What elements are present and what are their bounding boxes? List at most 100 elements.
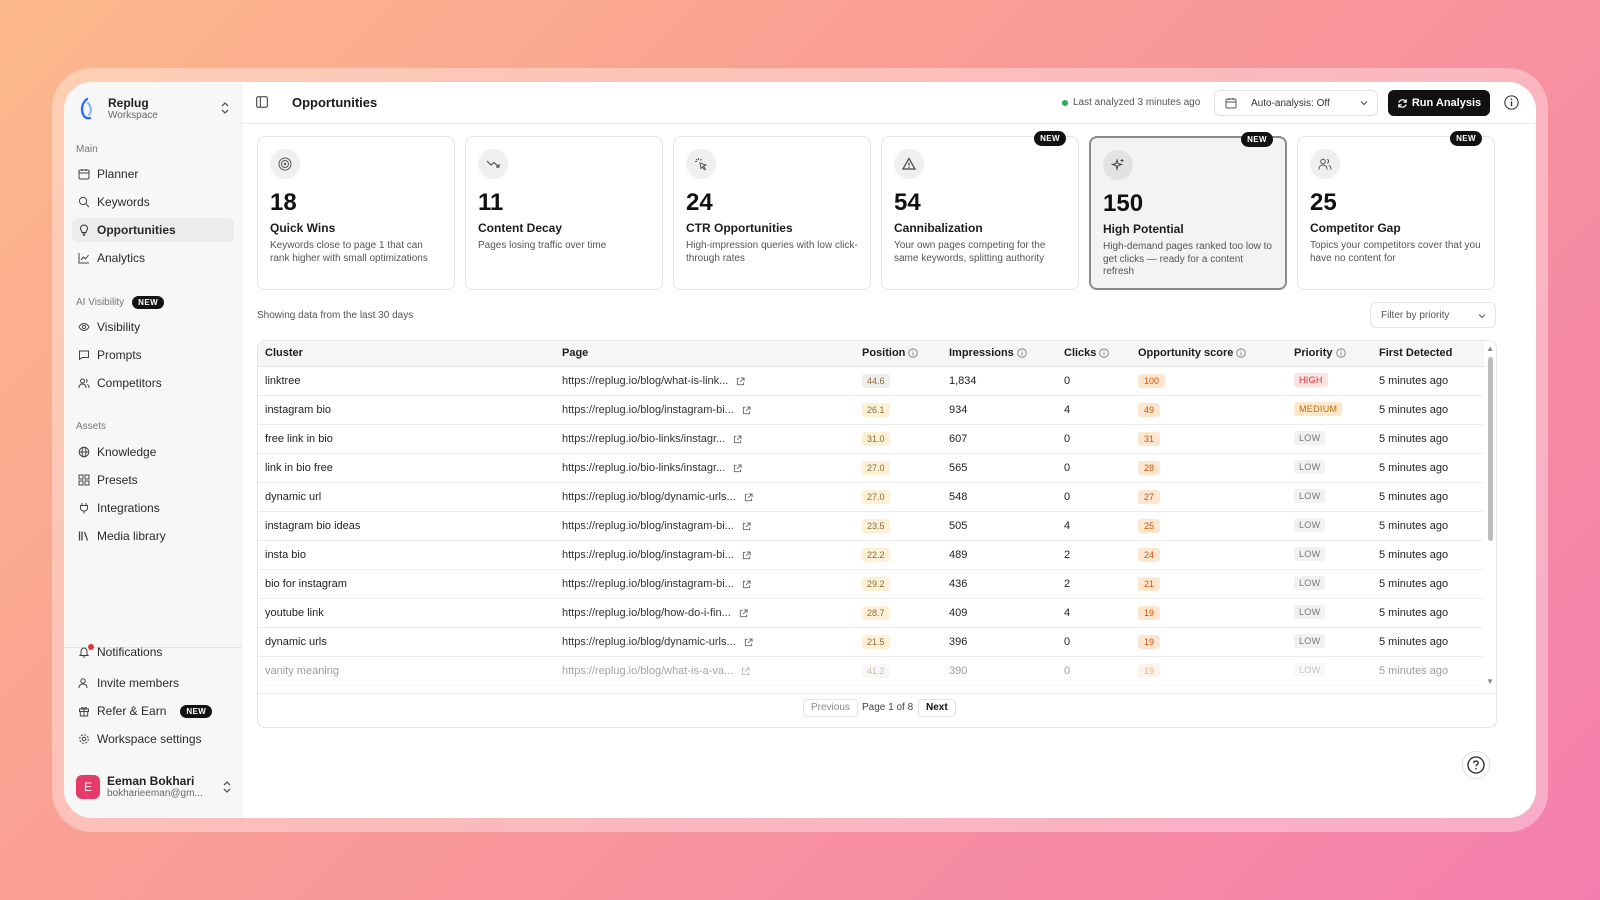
table-row[interactable]: dynamic urls https://replug.io/blog/dynam… xyxy=(258,628,1484,657)
run-analysis-button[interactable]: Run Analysis xyxy=(1388,90,1490,116)
sidebar-item-label: Refer & Earn xyxy=(97,704,167,718)
cell-page[interactable]: https://replug.io/blog/instagram-bi... xyxy=(562,404,751,416)
scrollbar-thumb[interactable] xyxy=(1488,357,1493,541)
external-link-icon[interactable] xyxy=(742,521,751,531)
card-ctr-opportunities[interactable]: 24 CTR Opportunities High-impression que… xyxy=(673,136,871,290)
sidebar-item-opportunities[interactable]: Opportunities xyxy=(72,218,234,242)
external-link-icon[interactable] xyxy=(742,405,751,415)
column-header-cluster[interactable]: Cluster xyxy=(265,347,303,359)
cell-page[interactable]: https://replug.io/blog/what-is-a-va... xyxy=(562,665,750,677)
column-header-clicks[interactable]: Clicks xyxy=(1064,347,1110,359)
column-header-opportunity-score[interactable]: Opportunity score xyxy=(1138,347,1247,359)
sidebar-item-knowledge[interactable]: Knowledge xyxy=(72,440,234,464)
sidebar-item-integrations[interactable]: Integrations xyxy=(72,496,234,520)
card-competitor-gap[interactable]: NEW 25 Competitor Gap Topics your compet… xyxy=(1297,131,1495,290)
column-header-priority[interactable]: Priority xyxy=(1294,347,1346,359)
scroll-down-arrow[interactable]: ▼ xyxy=(1486,677,1494,686)
card-quick-wins[interactable]: 18 Quick Wins Keywords close to page 1 t… xyxy=(257,136,455,290)
table-row[interactable]: bio for instagram https://replug.io/blog/… xyxy=(258,570,1484,599)
cell-clicks: 4 xyxy=(1064,607,1071,619)
scroll-up-arrow[interactable]: ▲ xyxy=(1486,344,1494,353)
priority-badge: LOW xyxy=(1294,547,1326,561)
table-row[interactable]: instagram bio ideas https://replug.io/blo… xyxy=(258,512,1484,541)
help-button[interactable] xyxy=(1462,751,1490,779)
sidebar-item-prompts[interactable]: Prompts xyxy=(72,343,234,367)
previous-page-button[interactable]: Previous xyxy=(803,699,858,717)
table-row[interactable]: free link in bio https://replug.io/bio-li… xyxy=(258,425,1484,454)
cell-page[interactable]: https://replug.io/blog/dynamic-urls... xyxy=(562,636,753,648)
sidebar-item-visibility[interactable]: Visibility xyxy=(72,315,234,339)
cell-cluster: dynamic urls xyxy=(265,636,327,648)
table-row[interactable]: link in bio free https://replug.io/bio-li… xyxy=(258,454,1484,483)
cell-page[interactable]: https://replug.io/blog/instagram-bi... xyxy=(562,578,751,590)
next-page-button[interactable]: Next xyxy=(918,699,956,717)
cell-page[interactable]: https://replug.io/blog/how-do-i-fin... xyxy=(562,607,748,619)
sidebar-item-workspace-settings[interactable]: Workspace settings xyxy=(72,727,234,751)
table-row[interactable]: linktree https://replug.io/blog/what-is-l… xyxy=(258,367,1484,396)
cell-page[interactable]: https://replug.io/blog/instagram-bi... xyxy=(562,549,751,561)
warning-icon xyxy=(894,149,924,179)
table-row[interactable]: vanity meaning https://replug.io/blog/wha… xyxy=(258,657,1484,686)
sidebar-toggle-icon[interactable] xyxy=(256,96,268,108)
card-high-potential[interactable]: NEW 150 High Potential High-demand pages… xyxy=(1089,132,1287,290)
cell-position: 27.0 xyxy=(862,490,890,504)
info-icon[interactable] xyxy=(1504,95,1519,110)
user-email: bokharieeman@gm... xyxy=(107,788,203,799)
cell-page[interactable]: https://replug.io/bio-links/instagr... xyxy=(562,433,742,445)
external-link-icon[interactable] xyxy=(741,666,750,676)
sidebar-item-label: Visibility xyxy=(97,320,141,334)
sidebar-item-invite-members[interactable]: Invite members xyxy=(72,671,234,695)
cell-page[interactable]: https://replug.io/blog/what-is-link... xyxy=(562,375,745,387)
sidebar-item-presets[interactable]: Presets xyxy=(72,468,234,492)
external-link-icon[interactable] xyxy=(733,434,742,444)
sidebar-item-notifications[interactable]: Notifications xyxy=(72,640,234,664)
trend-down-icon xyxy=(478,149,508,179)
pagination: Previous Page 1 of 8 Next xyxy=(258,693,1496,719)
priority-filter-value: Filter by priority xyxy=(1381,309,1450,321)
column-header-position[interactable]: Position xyxy=(862,347,919,359)
cell-impressions: 548 xyxy=(949,491,968,503)
column-header-impressions[interactable]: Impressions xyxy=(949,347,1027,359)
column-header-first-detected[interactable]: First Detected xyxy=(1379,347,1453,359)
cell-cluster: link in bio free xyxy=(265,462,333,474)
cell-position: 22.2 xyxy=(862,548,890,562)
external-link-icon[interactable] xyxy=(736,376,745,386)
external-link-icon[interactable] xyxy=(744,637,753,647)
sidebar-item-refer-earn[interactable]: Refer & Earn NEW xyxy=(72,699,234,723)
cell-page[interactable]: https://replug.io/blog/instagram-bi... xyxy=(562,520,751,532)
table-row[interactable]: dynamic url https://replug.io/blog/dynami… xyxy=(258,483,1484,512)
external-link-icon[interactable] xyxy=(742,550,751,560)
table-row[interactable]: instagram bio https://replug.io/blog/inst… xyxy=(258,396,1484,425)
sidebar-item-label: Planner xyxy=(97,167,139,181)
cell-page[interactable]: https://replug.io/blog/dynamic-urls... xyxy=(562,491,753,503)
topbar: Opportunities Last analyzed 3 minutes ag… xyxy=(242,82,1536,124)
external-link-icon[interactable] xyxy=(744,492,753,502)
table-row[interactable]: youtube link https://replug.io/blog/how-d… xyxy=(258,599,1484,628)
sidebar-item-competitors[interactable]: Competitors xyxy=(72,371,234,395)
users-icon xyxy=(1310,149,1340,179)
cell-first-detected: 5 minutes ago xyxy=(1379,404,1449,416)
external-link-icon[interactable] xyxy=(739,608,748,618)
card-cannibalization[interactable]: NEW 54 Cannibalization Your own pages co… xyxy=(881,131,1079,290)
auto-analysis-select[interactable]: Auto-analysis: Off xyxy=(1214,90,1378,116)
sidebar-item-media-library[interactable]: Media library xyxy=(72,524,234,548)
sidebar-item-keywords[interactable]: Keywords xyxy=(72,190,234,214)
card-desc: Keywords close to page 1 that can rank h… xyxy=(270,240,428,264)
user-menu[interactable]: E Eeman Bokhari bokharieeman@gm... xyxy=(76,772,232,802)
cell-page[interactable]: https://replug.io/bio-links/instagr... xyxy=(562,462,742,474)
table-row[interactable]: insta bio https://replug.io/blog/instagra… xyxy=(258,541,1484,570)
user-name: Eeman Bokhari xyxy=(107,774,195,788)
column-header-page[interactable]: Page xyxy=(562,347,589,359)
cell-cluster: free link in bio xyxy=(265,433,333,445)
card-content-decay[interactable]: 11 Content Decay Pages losing traffic ov… xyxy=(465,136,663,290)
main-content: Opportunities Last analyzed 3 minutes ag… xyxy=(242,82,1536,818)
external-link-icon[interactable] xyxy=(742,579,751,589)
cell-clicks: 0 xyxy=(1064,491,1071,503)
sidebar-item-planner[interactable]: Planner xyxy=(72,162,234,186)
section-main-label: Main xyxy=(76,144,98,155)
sidebar-item-analytics[interactable]: Analytics xyxy=(72,246,234,270)
sidebar-item-label: Invite members xyxy=(97,676,180,690)
workspace-switcher[interactable]: Replug Workspace xyxy=(78,94,230,124)
external-link-icon[interactable] xyxy=(733,463,742,473)
priority-filter-select[interactable]: Filter by priority xyxy=(1370,302,1496,328)
